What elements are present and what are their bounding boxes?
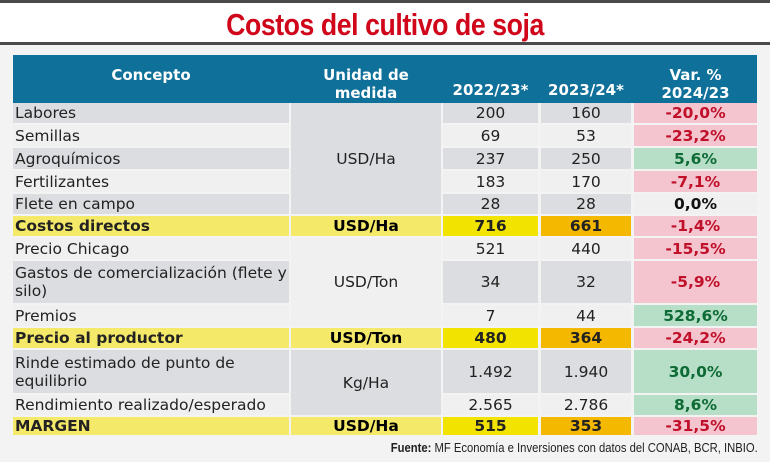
- table-row: Agroquímicos 237 250 5,6%: [13, 148, 757, 171]
- value-2022-cell: 7: [443, 305, 538, 326]
- table-header: Concepto Unidad de medida 2022/23* 2023/…: [13, 55, 757, 103]
- value-2023-cell: 28: [541, 194, 631, 214]
- value-2022-cell: 183: [443, 171, 538, 192]
- value-2023-cell: 170: [541, 171, 631, 192]
- header-var: Var. % 2024/23: [661, 66, 730, 102]
- table-row: Premios 7 44 528,6%: [13, 305, 757, 328]
- unit-group-cell: USD/Ton: [291, 238, 441, 326]
- concepto-cell: Gastos de comercialización (flete y silo…: [13, 261, 289, 303]
- page-title: Costos del cultivo de soja: [226, 7, 544, 42]
- unit-cell: USD/Ton: [291, 328, 441, 348]
- value-2023-cell: 353: [541, 417, 631, 435]
- value-2023-cell: 32: [541, 261, 631, 303]
- concepto-cell: Labores: [13, 103, 289, 123]
- variation-cell: -1,4%: [634, 216, 757, 236]
- concepto-cell: Precio al productor: [13, 328, 289, 348]
- value-2022-cell: 716: [443, 216, 538, 236]
- concepto-cell: MARGEN: [13, 417, 289, 435]
- value-2022-cell: 28: [443, 194, 538, 214]
- concepto-cell: Fertilizantes: [13, 171, 289, 192]
- table-row: Rendimiento realizado/esperado 2.565 2.786…: [13, 395, 757, 417]
- concepto-cell: Precio Chicago: [13, 238, 289, 259]
- table-row: Precio al productor USD/Ton 480 364 -24,2%: [13, 328, 757, 350]
- value-2023-cell: 364: [541, 328, 631, 348]
- title-rule: [0, 42, 770, 45]
- header-concepto: Concepto: [111, 66, 191, 84]
- variation-cell: -15,5%: [634, 238, 757, 259]
- value-2023-cell: 160: [541, 103, 631, 123]
- concepto-cell: Agroquímicos: [13, 148, 289, 169]
- header-2022: 2022/23*: [452, 81, 529, 99]
- header-2023: 2023/24*: [548, 81, 624, 99]
- value-2023-cell: 53: [541, 125, 631, 146]
- value-2022-cell: 200: [443, 103, 538, 123]
- value-2022-cell: 34: [443, 261, 538, 303]
- value-2023-cell: 1.940: [541, 350, 631, 393]
- variation-cell: 0,0%: [634, 194, 757, 214]
- source-label: Fuente:: [390, 441, 432, 455]
- value-2022-cell: 480: [443, 328, 538, 348]
- value-2023-cell: 2.786: [541, 395, 631, 415]
- value-2023-cell: 44: [541, 305, 631, 326]
- variation-cell: -24,2%: [634, 328, 757, 348]
- variation-cell: -31,5%: [634, 417, 757, 435]
- top-rule: [0, 0, 770, 3]
- value-2022-cell: 521: [443, 238, 538, 259]
- variation-cell: 5,6%: [634, 148, 757, 169]
- variation-cell: 8,6%: [634, 395, 757, 415]
- value-2023-cell: 661: [541, 216, 631, 236]
- unit-cell: USD/Ha: [291, 216, 441, 236]
- concepto-cell: Rinde estimado de punto de equilibrio: [13, 350, 289, 393]
- table-row: Rinde estimado de punto de equilibrio 1.4…: [13, 350, 757, 395]
- concepto-cell: Flete en campo: [13, 194, 289, 214]
- value-2023-cell: 440: [541, 238, 631, 259]
- unit-group-cell: USD/Ha: [291, 103, 441, 214]
- variation-cell: -20,0%: [634, 103, 757, 123]
- value-2022-cell: 1.492: [443, 350, 538, 393]
- variation-cell: 30,0%: [634, 350, 757, 393]
- table-row: Fertilizantes 183 170 -7,1%: [13, 171, 757, 194]
- value-2022-cell: 69: [443, 125, 538, 146]
- concepto-cell: Rendimiento realizado/esperado: [13, 395, 289, 415]
- table-row: Labores 200 160 -20,0%: [13, 103, 757, 125]
- source-note: Fuente: MF Economía e Inversiones con da…: [391, 441, 758, 455]
- value-2022-cell: 2.565: [443, 395, 538, 415]
- concepto-cell: Costos directos: [13, 216, 289, 236]
- source-text: MF Economía e Inversiones con datos del …: [431, 441, 758, 455]
- variation-cell: -7,1%: [634, 171, 757, 192]
- header-unidad: Unidad de medida: [323, 66, 409, 102]
- table-row: Precio Chicago 521 440 -15,5%: [13, 238, 757, 261]
- title-bar: Costos del cultivo de soja: [0, 3, 770, 42]
- table-row: Costos directos USD/Ha 716 661 -1,4%: [13, 216, 757, 238]
- concepto-cell: Premios: [13, 305, 289, 326]
- table-row: Flete en campo 28 28 0,0%: [13, 194, 757, 216]
- value-2022-cell: 515: [443, 417, 538, 435]
- table-row: Semillas 69 53 -23,2%: [13, 125, 757, 148]
- concepto-cell: Semillas: [13, 125, 289, 146]
- table-row: Gastos de comercialización (flete y silo…: [13, 261, 757, 305]
- variation-cell: -5,9%: [634, 261, 757, 303]
- value-2023-cell: 250: [541, 148, 631, 169]
- value-2022-cell: 237: [443, 148, 538, 169]
- unit-group-cell: Kg/Ha: [291, 350, 441, 415]
- variation-cell: 528,6%: [634, 305, 757, 326]
- variation-cell: -23,2%: [634, 125, 757, 146]
- table-row: MARGEN USD/Ha 515 353 -31,5%: [13, 417, 757, 437]
- unit-cell: USD/Ha: [291, 417, 441, 435]
